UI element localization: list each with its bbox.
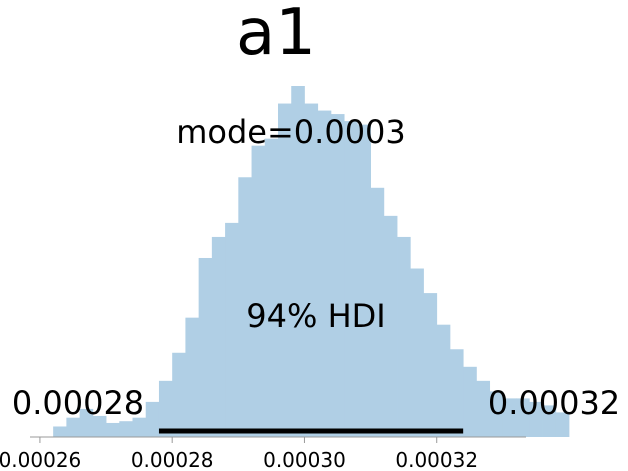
x-axis-ticks: 0.00026 0.00028 0.00030 0.00032 (0, 437, 478, 471)
histogram-bar (211, 236, 226, 437)
histogram-bar (198, 257, 213, 437)
histogram-bar (555, 412, 570, 437)
histogram-bar (423, 293, 438, 437)
histogram-bar (370, 187, 385, 437)
histogram-bar (463, 366, 477, 437)
histogram-bar (489, 391, 504, 437)
histogram-bar (158, 380, 173, 437)
histogram-bar (330, 114, 345, 437)
histogram-bar (79, 408, 94, 437)
histogram-bar (185, 317, 200, 437)
histogram-bar (66, 417, 80, 437)
histogram-bar (502, 398, 517, 437)
histogram-bar (145, 401, 160, 437)
histogram-bar (436, 324, 451, 437)
histogram-bar (410, 268, 424, 437)
histogram-bar (92, 415, 107, 437)
histogram-bar (278, 103, 292, 438)
histogram-bar (225, 222, 239, 437)
hdi-high-label: 0.00032 (488, 384, 620, 422)
histogram-bar (172, 352, 186, 437)
histogram-bar (542, 405, 557, 437)
histogram-bar (516, 398, 530, 437)
histogram-bar (119, 421, 133, 437)
histogram-bars (53, 86, 570, 438)
hdi-label: 94% HDI (246, 297, 385, 335)
x-tick-label: 0.00028 (131, 448, 214, 471)
histogram-bar (106, 422, 120, 437)
histogram-bar (291, 86, 305, 437)
mode-label: mode=0.0003 (176, 113, 406, 151)
histogram-bar (357, 124, 371, 438)
chart-title: a1 (236, 0, 316, 70)
histogram-bar (383, 215, 398, 437)
x-tick-label: 0.00032 (395, 448, 478, 471)
histogram-bar (344, 121, 358, 437)
histogram-bar (251, 145, 266, 438)
histogram-bar (132, 417, 147, 437)
histogram-bar (317, 110, 332, 437)
histogram-bar (304, 103, 319, 438)
x-tick-label: 0.00030 (263, 448, 346, 471)
x-tick-label: 0.00026 (0, 448, 81, 471)
hdi-low-label: 0.00028 (12, 384, 144, 422)
histogram-bar (397, 236, 411, 437)
histogram-bar (53, 426, 67, 437)
histogram-bar (264, 138, 279, 437)
histogram-bar (476, 380, 491, 437)
histogram-bar (238, 177, 252, 437)
histogram-bar (529, 401, 543, 437)
histogram-bar (449, 349, 464, 437)
